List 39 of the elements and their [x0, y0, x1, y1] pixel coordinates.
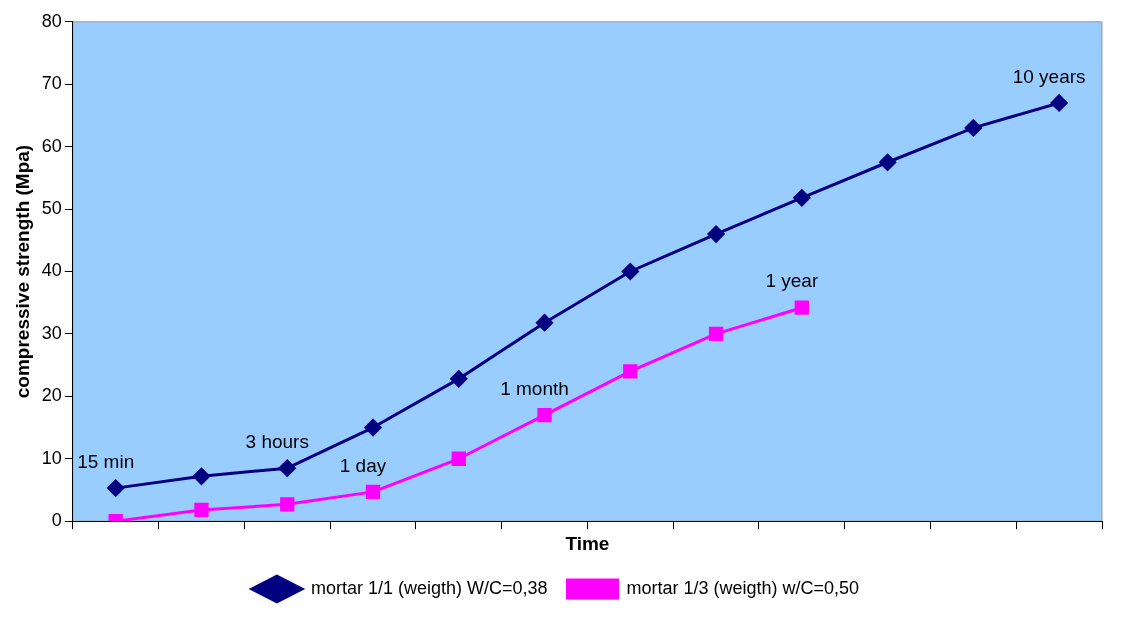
annotation: 15 min [77, 450, 135, 472]
y-tick-label: 60 [41, 135, 62, 156]
y-tick-label: 20 [41, 385, 62, 406]
y-tick-label: 80 [41, 10, 62, 31]
point [194, 502, 209, 518]
annotation: 1 day [339, 454, 387, 476]
y-tick-label: 40 [41, 260, 62, 281]
annotation: 3 hours [245, 430, 309, 452]
legend-label: mortar 1/3 (weigth) w/C=0,50 [626, 577, 860, 598]
annotation: 1 month [500, 377, 569, 399]
point [1050, 94, 1068, 112]
point [964, 119, 982, 137]
legend-label: mortar 1/1 (weigth) W/C=0,38 [310, 577, 548, 598]
point [621, 263, 639, 280]
point [450, 370, 468, 388]
point [365, 484, 381, 500]
y-axis-title: compressive strength (Mpa) [11, 144, 33, 399]
y-tick-label: 50 [41, 198, 62, 219]
point [793, 189, 811, 207]
annotation: 1 year [765, 270, 819, 292]
point [879, 153, 897, 171]
point [107, 479, 125, 497]
point [280, 497, 295, 512]
x-axis-title: Time [565, 532, 610, 554]
point [192, 467, 210, 485]
point [364, 419, 382, 437]
point [707, 225, 725, 243]
y-tick-label: 0 [51, 510, 62, 531]
point [708, 326, 724, 342]
point [537, 407, 552, 423]
point [623, 364, 638, 379]
point [278, 459, 296, 477]
y-tick-label: 10 [41, 447, 62, 468]
y-tick-label: 70 [41, 73, 62, 94]
point [451, 451, 466, 466]
y-tick-label: 30 [41, 322, 62, 343]
point [794, 300, 809, 315]
annotation: 10 years [1012, 65, 1086, 87]
point [536, 314, 554, 332]
